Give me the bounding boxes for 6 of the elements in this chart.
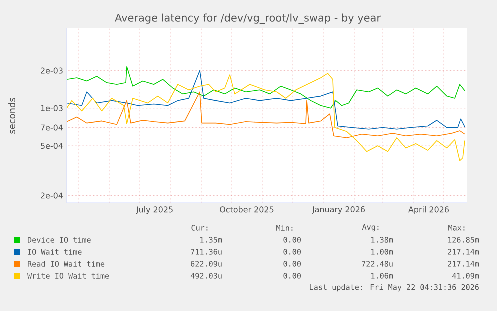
y-axis-title: seconds: [8, 98, 16, 134]
chart-title: Average latency for /dev/vg_root/lv_swap - by year: [115, 14, 381, 24]
line-series: [67, 73, 466, 162]
line-series: [67, 66, 466, 109]
line-series: [67, 92, 466, 138]
line-series: [67, 70, 466, 130]
